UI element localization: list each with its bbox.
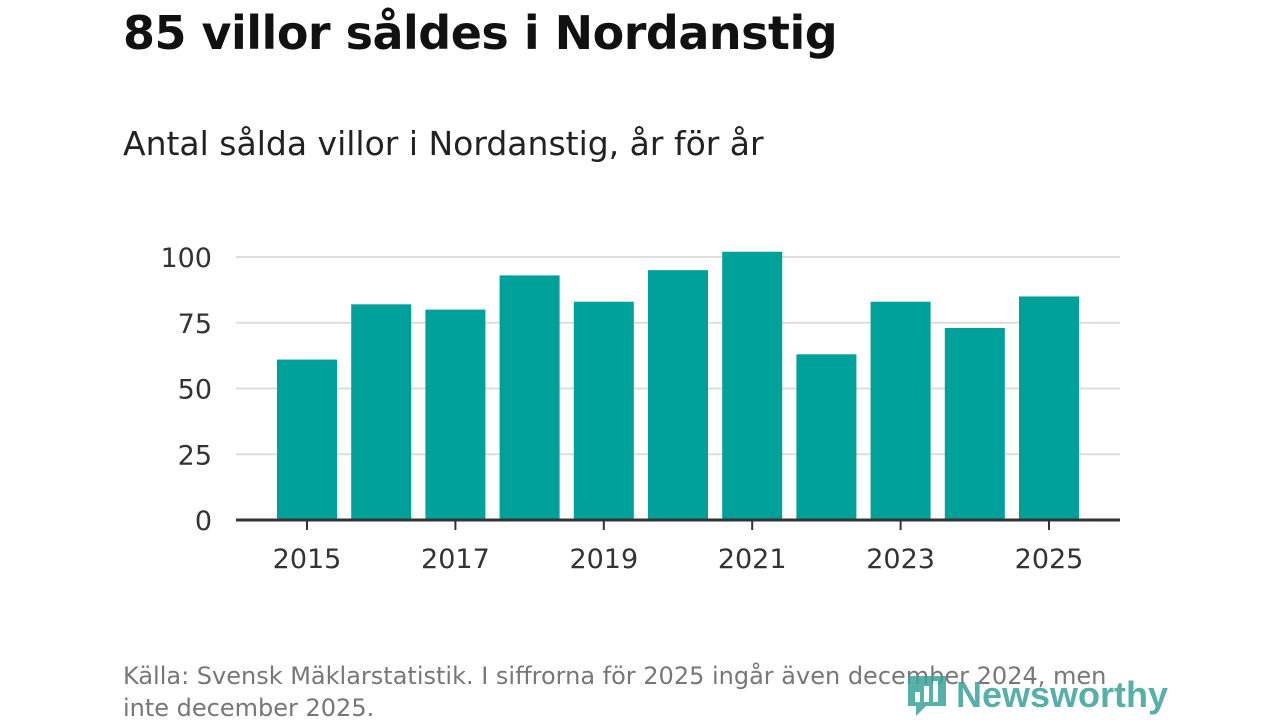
bar-2021 bbox=[722, 251, 783, 521]
x-tick-label: 2019 bbox=[569, 544, 638, 575]
bar-2022 bbox=[796, 354, 857, 520]
bar-2020 bbox=[648, 270, 708, 520]
x-tick-label: 2021 bbox=[718, 544, 787, 575]
y-tick-label: 0 bbox=[195, 506, 212, 537]
newsworthy-logo-icon bbox=[908, 676, 946, 716]
bar-2025 bbox=[1019, 296, 1079, 520]
bar-2024 bbox=[944, 328, 1005, 520]
bar-2023 bbox=[870, 301, 931, 520]
bars bbox=[277, 251, 1079, 521]
chart-subtitle: Antal sålda villor i Nordanstig, år för … bbox=[123, 124, 764, 163]
x-tick-label: 2017 bbox=[421, 544, 490, 575]
x-tick-label: 2015 bbox=[273, 544, 342, 575]
newsworthy-logo-text: Newsworthy bbox=[956, 674, 1169, 715]
bar-2018 bbox=[499, 275, 560, 520]
bar-2019 bbox=[573, 301, 634, 520]
bar-2017 bbox=[425, 309, 486, 520]
y-tick-label: 25 bbox=[178, 440, 212, 471]
y-tick-label: 100 bbox=[160, 243, 212, 274]
axes: 0 25 50 75 100 2015 2017 2019 2021 2023 2025 bbox=[160, 243, 1120, 575]
bar-2015 bbox=[277, 359, 337, 520]
newsworthy-logo: Newsworthy bbox=[902, 670, 1168, 720]
chart-title: 85 villor såldes i Nordanstig bbox=[123, 6, 838, 60]
x-tick-label: 2025 bbox=[1015, 544, 1084, 575]
bar-2016 bbox=[351, 304, 412, 520]
x-tick-label: 2023 bbox=[866, 544, 935, 575]
y-tick-label: 50 bbox=[178, 375, 212, 406]
y-tick-label: 75 bbox=[178, 309, 212, 340]
bar-chart: 0 25 50 75 100 2015 2017 2019 2021 2023 2025 bbox=[160, 243, 1120, 575]
